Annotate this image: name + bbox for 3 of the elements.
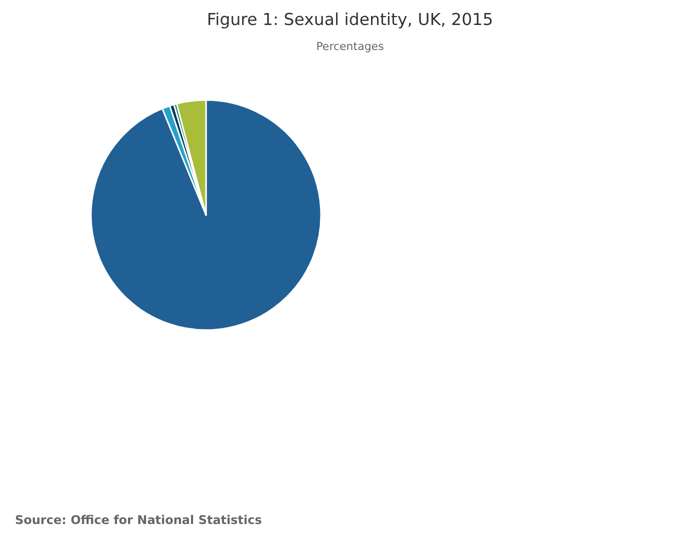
source-note: Source: Office for National Statistics	[15, 513, 262, 527]
text: Percentages	[316, 40, 384, 53]
chart-title: Figure 1: Sexual identity, UK, 2015	[206, 10, 494, 29]
